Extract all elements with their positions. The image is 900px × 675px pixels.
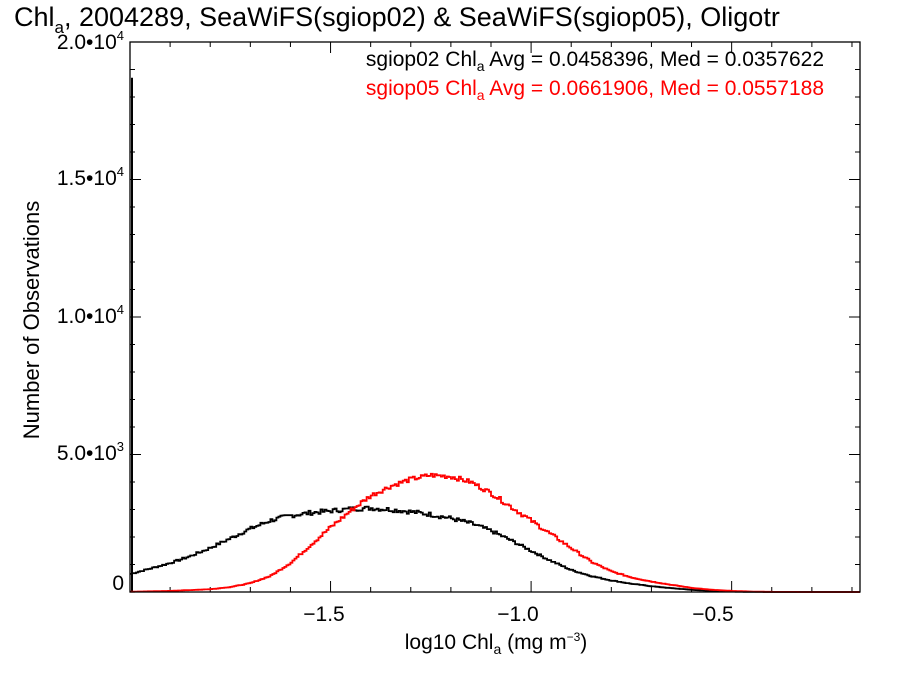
series-layer xyxy=(130,77,860,593)
y-tick-label: 1.0•104 xyxy=(56,302,124,328)
legend-series-sgiop02: sgiop02 Chla Avg = 0.0458396, Med = 0.03… xyxy=(365,48,824,74)
y-tick-label: 2.0•104 xyxy=(56,28,124,54)
histogram-series-1 xyxy=(130,472,860,593)
y-tick-label: 5.0•103 xyxy=(56,439,124,465)
x-tick-label: −1.5 xyxy=(303,603,345,626)
y-axis-label: Number of Observations xyxy=(19,200,44,440)
minor-ticks xyxy=(130,41,860,593)
plot-frame xyxy=(129,41,861,593)
x-tick-label: −1.0 xyxy=(497,603,539,626)
histogram-series-0 xyxy=(130,505,860,593)
y-tick-label: 0 xyxy=(112,572,124,595)
legend-series-sgiop05: sgiop05 Chla Avg = 0.0661906, Med = 0.05… xyxy=(365,77,824,103)
y-tick-label: 1.5•104 xyxy=(56,164,124,190)
chart-title: Chla, 2004289, SeaWiFS(sgiop02) & SeaWiF… xyxy=(14,2,780,37)
x-axis-label: log10 Chla (mg m−3) xyxy=(404,630,588,657)
x-tick-label: −0.5 xyxy=(692,603,734,626)
